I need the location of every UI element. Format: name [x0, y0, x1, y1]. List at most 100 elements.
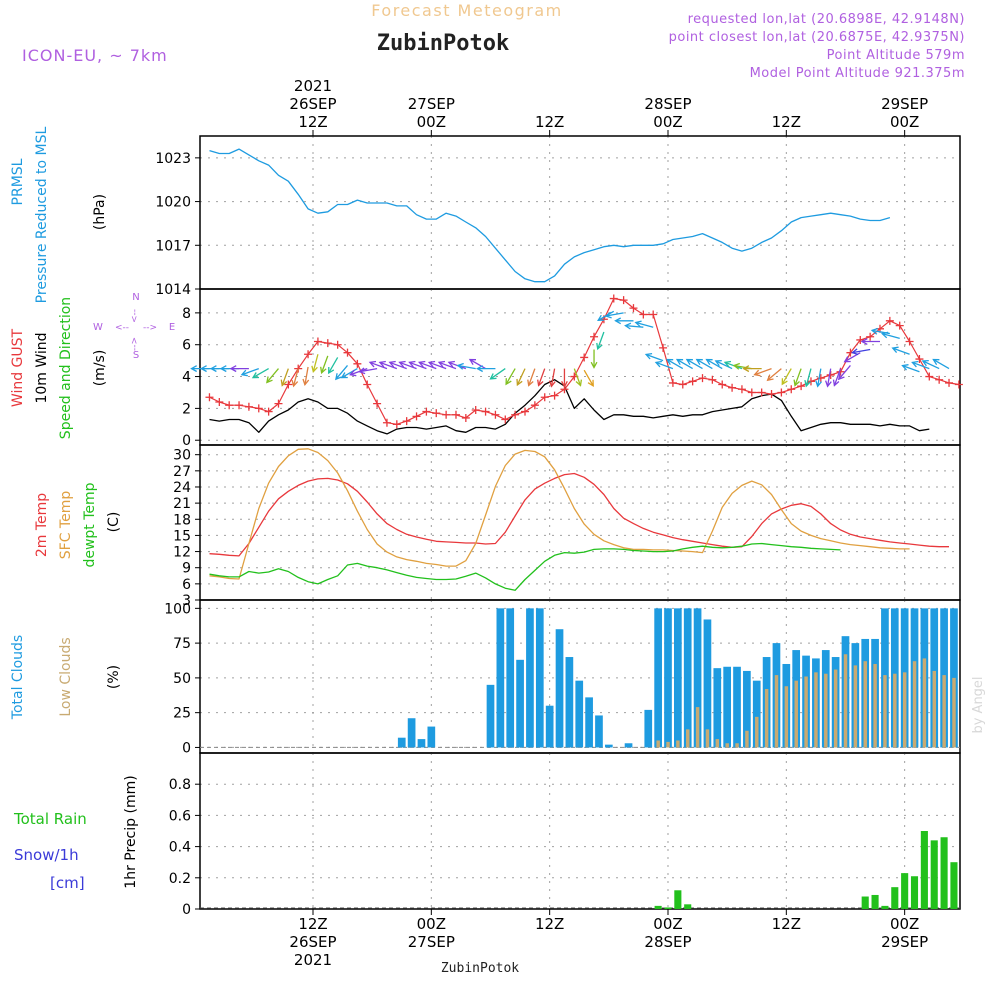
- temp-label-a: 2m Temp: [34, 493, 50, 557]
- wind-arrow-head: [489, 373, 497, 380]
- wind-gust-marker: [806, 377, 815, 386]
- wind-gust-marker: [521, 407, 530, 416]
- total-clouds-bar: [407, 718, 416, 748]
- wind-gust-marker: [629, 304, 638, 313]
- wind-arrow-head: [824, 380, 832, 388]
- watermark: by Angel: [971, 676, 986, 733]
- requested-coords: requested lon,lat (20.6898E, 42.9148N): [688, 12, 965, 27]
- wind-arrow-head: [302, 378, 310, 387]
- wind-compass: N <-- W <-- --> E --> S: [93, 292, 175, 361]
- pressure-frame: [199, 135, 961, 290]
- location-title: ZubinPotok: [377, 31, 509, 56]
- wind-arrow: [817, 368, 822, 387]
- wind-ytick-label: 6: [182, 338, 191, 354]
- wind-arrow-head: [340, 372, 348, 379]
- wind-gust-marker: [471, 405, 480, 414]
- wind-arrow-head: [516, 378, 523, 387]
- wind-gust-marker: [333, 340, 342, 349]
- low-clouds-bar: [873, 663, 877, 748]
- wind-arrow-head: [644, 352, 653, 360]
- bottom-tick-date: 28SEP: [644, 933, 691, 951]
- total-clouds-bar: [654, 608, 662, 748]
- wind-arrow-head: [685, 358, 693, 366]
- total-clouds-bar: [723, 666, 732, 748]
- wind-arrow: [706, 359, 723, 370]
- wind-arrow: [341, 368, 358, 379]
- wind-label-b: 10m Wind: [34, 332, 50, 403]
- wind-arrow: [912, 361, 930, 370]
- wind-arrow: [550, 368, 556, 387]
- total-clouds-bar: [624, 743, 633, 748]
- wind-gust-marker: [905, 337, 914, 346]
- total-clouds-bar: [733, 666, 741, 748]
- wind-gust-marker: [580, 353, 589, 362]
- clouds-label-b: Low Clouds: [58, 637, 74, 716]
- wind-gust-marker: [382, 418, 391, 427]
- compass-e-arrow: -->: [143, 323, 157, 333]
- wind-arrow-head: [240, 369, 248, 377]
- wind-arrow-head: [843, 356, 851, 363]
- wind-arrow-head: [596, 342, 603, 351]
- wind-arrow: [516, 368, 526, 386]
- wind-arrow: [359, 367, 378, 373]
- low-clouds-bar: [814, 672, 818, 748]
- wind-arrow-head: [368, 360, 377, 368]
- wind-arrow-head: [901, 364, 909, 371]
- product-title: Forecast Meteogram: [371, 1, 562, 20]
- total-clouds-bar: [703, 619, 712, 748]
- wind-arrow: [696, 359, 713, 370]
- wind-gust-marker: [235, 401, 244, 410]
- wind-arrow: [537, 368, 546, 386]
- low-clouds-bar: [863, 661, 867, 748]
- wind-arrow-head: [447, 360, 455, 368]
- low-clouds-bar: [686, 729, 690, 748]
- wind-arrow: [625, 324, 644, 328]
- wind-arrow-head: [705, 358, 713, 366]
- wind-arrow: [312, 354, 319, 372]
- wind-gust-marker: [402, 417, 411, 426]
- pressure-ytick-label: 1014: [155, 282, 191, 298]
- wind-gust-marker: [737, 385, 746, 394]
- rain-bar: [891, 887, 899, 909]
- wind-arrow-head: [695, 358, 703, 366]
- wind-gust-marker: [511, 410, 520, 419]
- wind-gust-marker: [609, 294, 618, 303]
- wind-arrow-head: [320, 366, 327, 375]
- pressure-ytick-label: 1017: [155, 238, 191, 254]
- temp-unit: (C): [106, 512, 122, 533]
- wind-arrow-head: [505, 378, 512, 386]
- wind-arrow-head: [880, 331, 889, 339]
- temp-dewpt-line: [209, 542, 841, 591]
- low-clouds-bar: [676, 740, 680, 748]
- closest-coords: point closest lon,lat (20.6875E, 42.9375…: [669, 30, 965, 45]
- wind-gust-marker: [954, 380, 963, 389]
- total-clouds-bar: [664, 608, 672, 748]
- total-clouds-bar: [535, 608, 544, 748]
- wind-arrow: [605, 312, 624, 317]
- clouds-label-a: Total Clouds: [10, 635, 26, 720]
- wind-arrow-head: [714, 359, 722, 367]
- rain-bar: [684, 904, 692, 909]
- wind-gust-marker: [757, 388, 766, 397]
- rain-bar: [861, 896, 869, 909]
- rain-bar: [664, 907, 672, 909]
- model-label: ICON-EU, ~ 7km: [22, 46, 168, 65]
- wind-gust-marker: [442, 410, 451, 419]
- wind-arrow: [469, 359, 486, 370]
- wind-gust-marker: [392, 420, 401, 429]
- total-clouds-bar: [674, 608, 682, 748]
- bottom-tick-hour: 00Z: [653, 915, 682, 933]
- wind-gust-marker: [590, 332, 599, 341]
- wind-arrow-head: [932, 358, 940, 366]
- wind-gust-marker: [422, 407, 431, 416]
- temp-ytick-label: 30: [173, 448, 191, 464]
- wind-arrow-head: [219, 365, 227, 373]
- wind-arrow-head: [199, 365, 207, 373]
- wind-gust-marker: [895, 321, 904, 330]
- wind-arrow-head: [675, 358, 684, 366]
- rain-bar: [674, 890, 682, 909]
- footer-location: ZubinPotok: [441, 961, 519, 976]
- compass-e: E: [169, 322, 175, 333]
- wind-gust-marker: [698, 374, 707, 383]
- wind-arrow: [852, 348, 871, 354]
